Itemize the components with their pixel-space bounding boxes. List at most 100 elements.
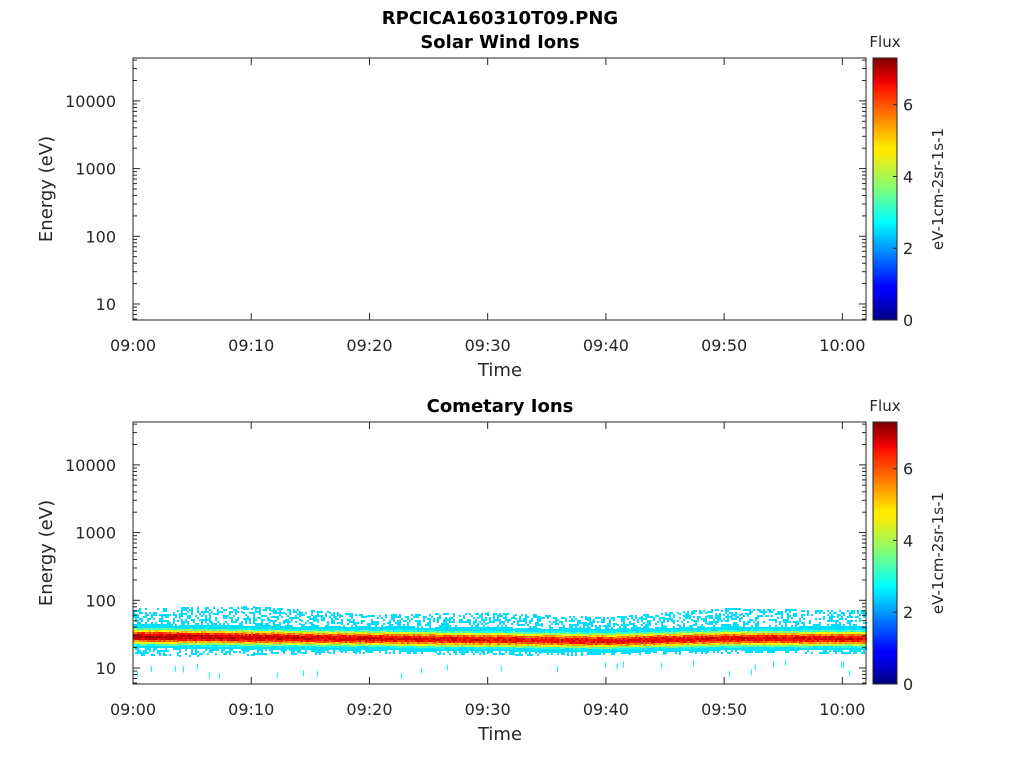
spectrogram-cell bbox=[543, 641, 545, 643]
spectrogram-cell bbox=[655, 615, 657, 617]
spectrogram-cell bbox=[291, 633, 293, 635]
spectrogram-cell bbox=[729, 636, 731, 638]
spectrogram-cell bbox=[535, 646, 537, 648]
spectrogram-cell bbox=[137, 650, 139, 652]
spectrogram-cell bbox=[141, 628, 143, 630]
spectrogram-cell bbox=[269, 647, 271, 649]
spectrogram-cell bbox=[341, 631, 343, 633]
spectrogram-cell bbox=[459, 641, 461, 643]
spectrogram-cell bbox=[171, 646, 173, 648]
spectrogram-cell bbox=[647, 638, 649, 640]
spectrogram-cell bbox=[509, 647, 511, 649]
spectrogram-cell bbox=[609, 637, 611, 639]
spectrogram-cell bbox=[609, 645, 611, 647]
spectrogram-cell bbox=[519, 650, 521, 652]
spectrogram-cell bbox=[567, 650, 569, 652]
spectrogram-cell bbox=[501, 631, 503, 633]
spectrogram-cell bbox=[373, 645, 375, 647]
spectrogram-cell bbox=[639, 633, 641, 635]
spectrogram-cell bbox=[245, 646, 247, 648]
spectrogram-cell bbox=[577, 624, 579, 626]
spectrogram-cell bbox=[681, 649, 683, 651]
spectrogram-cell bbox=[289, 641, 291, 643]
spectrogram-cell bbox=[347, 627, 349, 629]
spectrogram-cell bbox=[719, 635, 721, 637]
spectrogram-cell bbox=[591, 641, 593, 643]
spectrogram-cell bbox=[625, 642, 627, 644]
spectrogram-cell bbox=[451, 649, 453, 651]
spectrogram-cell bbox=[587, 653, 589, 655]
spectrogram-cell bbox=[181, 647, 183, 649]
spectrogram-cell bbox=[219, 635, 221, 637]
spectrogram-cell bbox=[499, 633, 501, 635]
spectrogram-cell bbox=[661, 645, 663, 647]
spectrogram-cell bbox=[297, 629, 299, 631]
spectrogram-cell bbox=[515, 628, 517, 630]
spectrogram-cell bbox=[471, 649, 473, 651]
spectrogram-cell bbox=[259, 629, 261, 631]
spectrogram-cell bbox=[499, 637, 501, 639]
spectrogram-cell bbox=[491, 649, 493, 651]
spectrogram-cell bbox=[621, 634, 623, 636]
spectrogram-cell bbox=[471, 651, 473, 653]
spectrogram-cell bbox=[575, 646, 577, 648]
spectrogram-cell bbox=[315, 645, 317, 647]
spectrogram-cell bbox=[453, 613, 455, 615]
spectrogram-cell bbox=[469, 649, 471, 651]
spectrogram-cell bbox=[563, 617, 565, 619]
spectrogram-cell bbox=[583, 644, 585, 646]
spectrogram-cell bbox=[269, 641, 271, 643]
spectrogram-cell bbox=[599, 647, 601, 649]
spectrogram-cell bbox=[561, 627, 563, 629]
spectrogram-cell bbox=[387, 638, 389, 640]
spectrogram-cell bbox=[201, 653, 203, 655]
spectrogram-cell bbox=[303, 614, 305, 616]
spectrogram-cell bbox=[143, 640, 145, 642]
spectrogram-cell bbox=[297, 635, 299, 637]
spectrogram-cell bbox=[573, 632, 575, 634]
spectrogram-cell bbox=[409, 628, 411, 630]
spectrogram-cell bbox=[277, 628, 279, 630]
spectrogram-cell bbox=[205, 649, 207, 651]
spectrogram-cell bbox=[319, 649, 321, 651]
spectrogram-cell bbox=[179, 649, 181, 651]
spectrogram-cell bbox=[153, 630, 155, 632]
spectrogram-cell bbox=[301, 612, 303, 614]
spectrogram-cell bbox=[261, 635, 263, 637]
spectrogram-cell bbox=[317, 615, 319, 617]
spectrogram-cell bbox=[463, 617, 465, 619]
spectrogram-cell bbox=[199, 641, 201, 643]
spectrogram-cell bbox=[329, 612, 331, 614]
spectrogram-cell bbox=[277, 638, 279, 640]
spectrogram-cell bbox=[567, 648, 569, 650]
spectrogram-cell bbox=[719, 631, 721, 633]
spectrogram-cell bbox=[347, 633, 349, 635]
spectrogram-cell bbox=[657, 649, 659, 651]
spectrogram-cell bbox=[277, 634, 279, 636]
spectrogram-cell bbox=[345, 637, 347, 639]
spectrogram-cell bbox=[527, 638, 529, 640]
spectrogram-cell bbox=[511, 649, 513, 651]
spectrogram-cell bbox=[547, 651, 549, 653]
spectrogram-cell bbox=[205, 639, 207, 641]
spectrogram-cell bbox=[373, 621, 375, 623]
spectrogram-cell bbox=[165, 646, 167, 648]
spectrogram-cell bbox=[655, 645, 657, 647]
spectrogram-cell bbox=[559, 633, 561, 635]
spectrogram-cell bbox=[613, 631, 615, 633]
spectrogram-cell bbox=[715, 633, 717, 635]
spectrogram-cell bbox=[511, 643, 513, 645]
spectrogram-cell bbox=[605, 633, 607, 635]
spectrogram-cell bbox=[701, 642, 703, 644]
spectrogram-cell bbox=[729, 628, 731, 630]
spectrogram-cell bbox=[459, 631, 461, 633]
spectrogram-cell bbox=[347, 637, 349, 639]
spectrogram-cell bbox=[225, 639, 227, 641]
spectrogram-cell bbox=[649, 648, 651, 650]
spectrogram-cell bbox=[393, 626, 395, 628]
spectrogram-cell bbox=[243, 632, 245, 634]
spectrogram-cell bbox=[451, 641, 453, 643]
spectrogram-cell bbox=[485, 631, 487, 633]
spectrogram-cell bbox=[699, 630, 701, 632]
spectrogram-cell bbox=[143, 638, 145, 640]
